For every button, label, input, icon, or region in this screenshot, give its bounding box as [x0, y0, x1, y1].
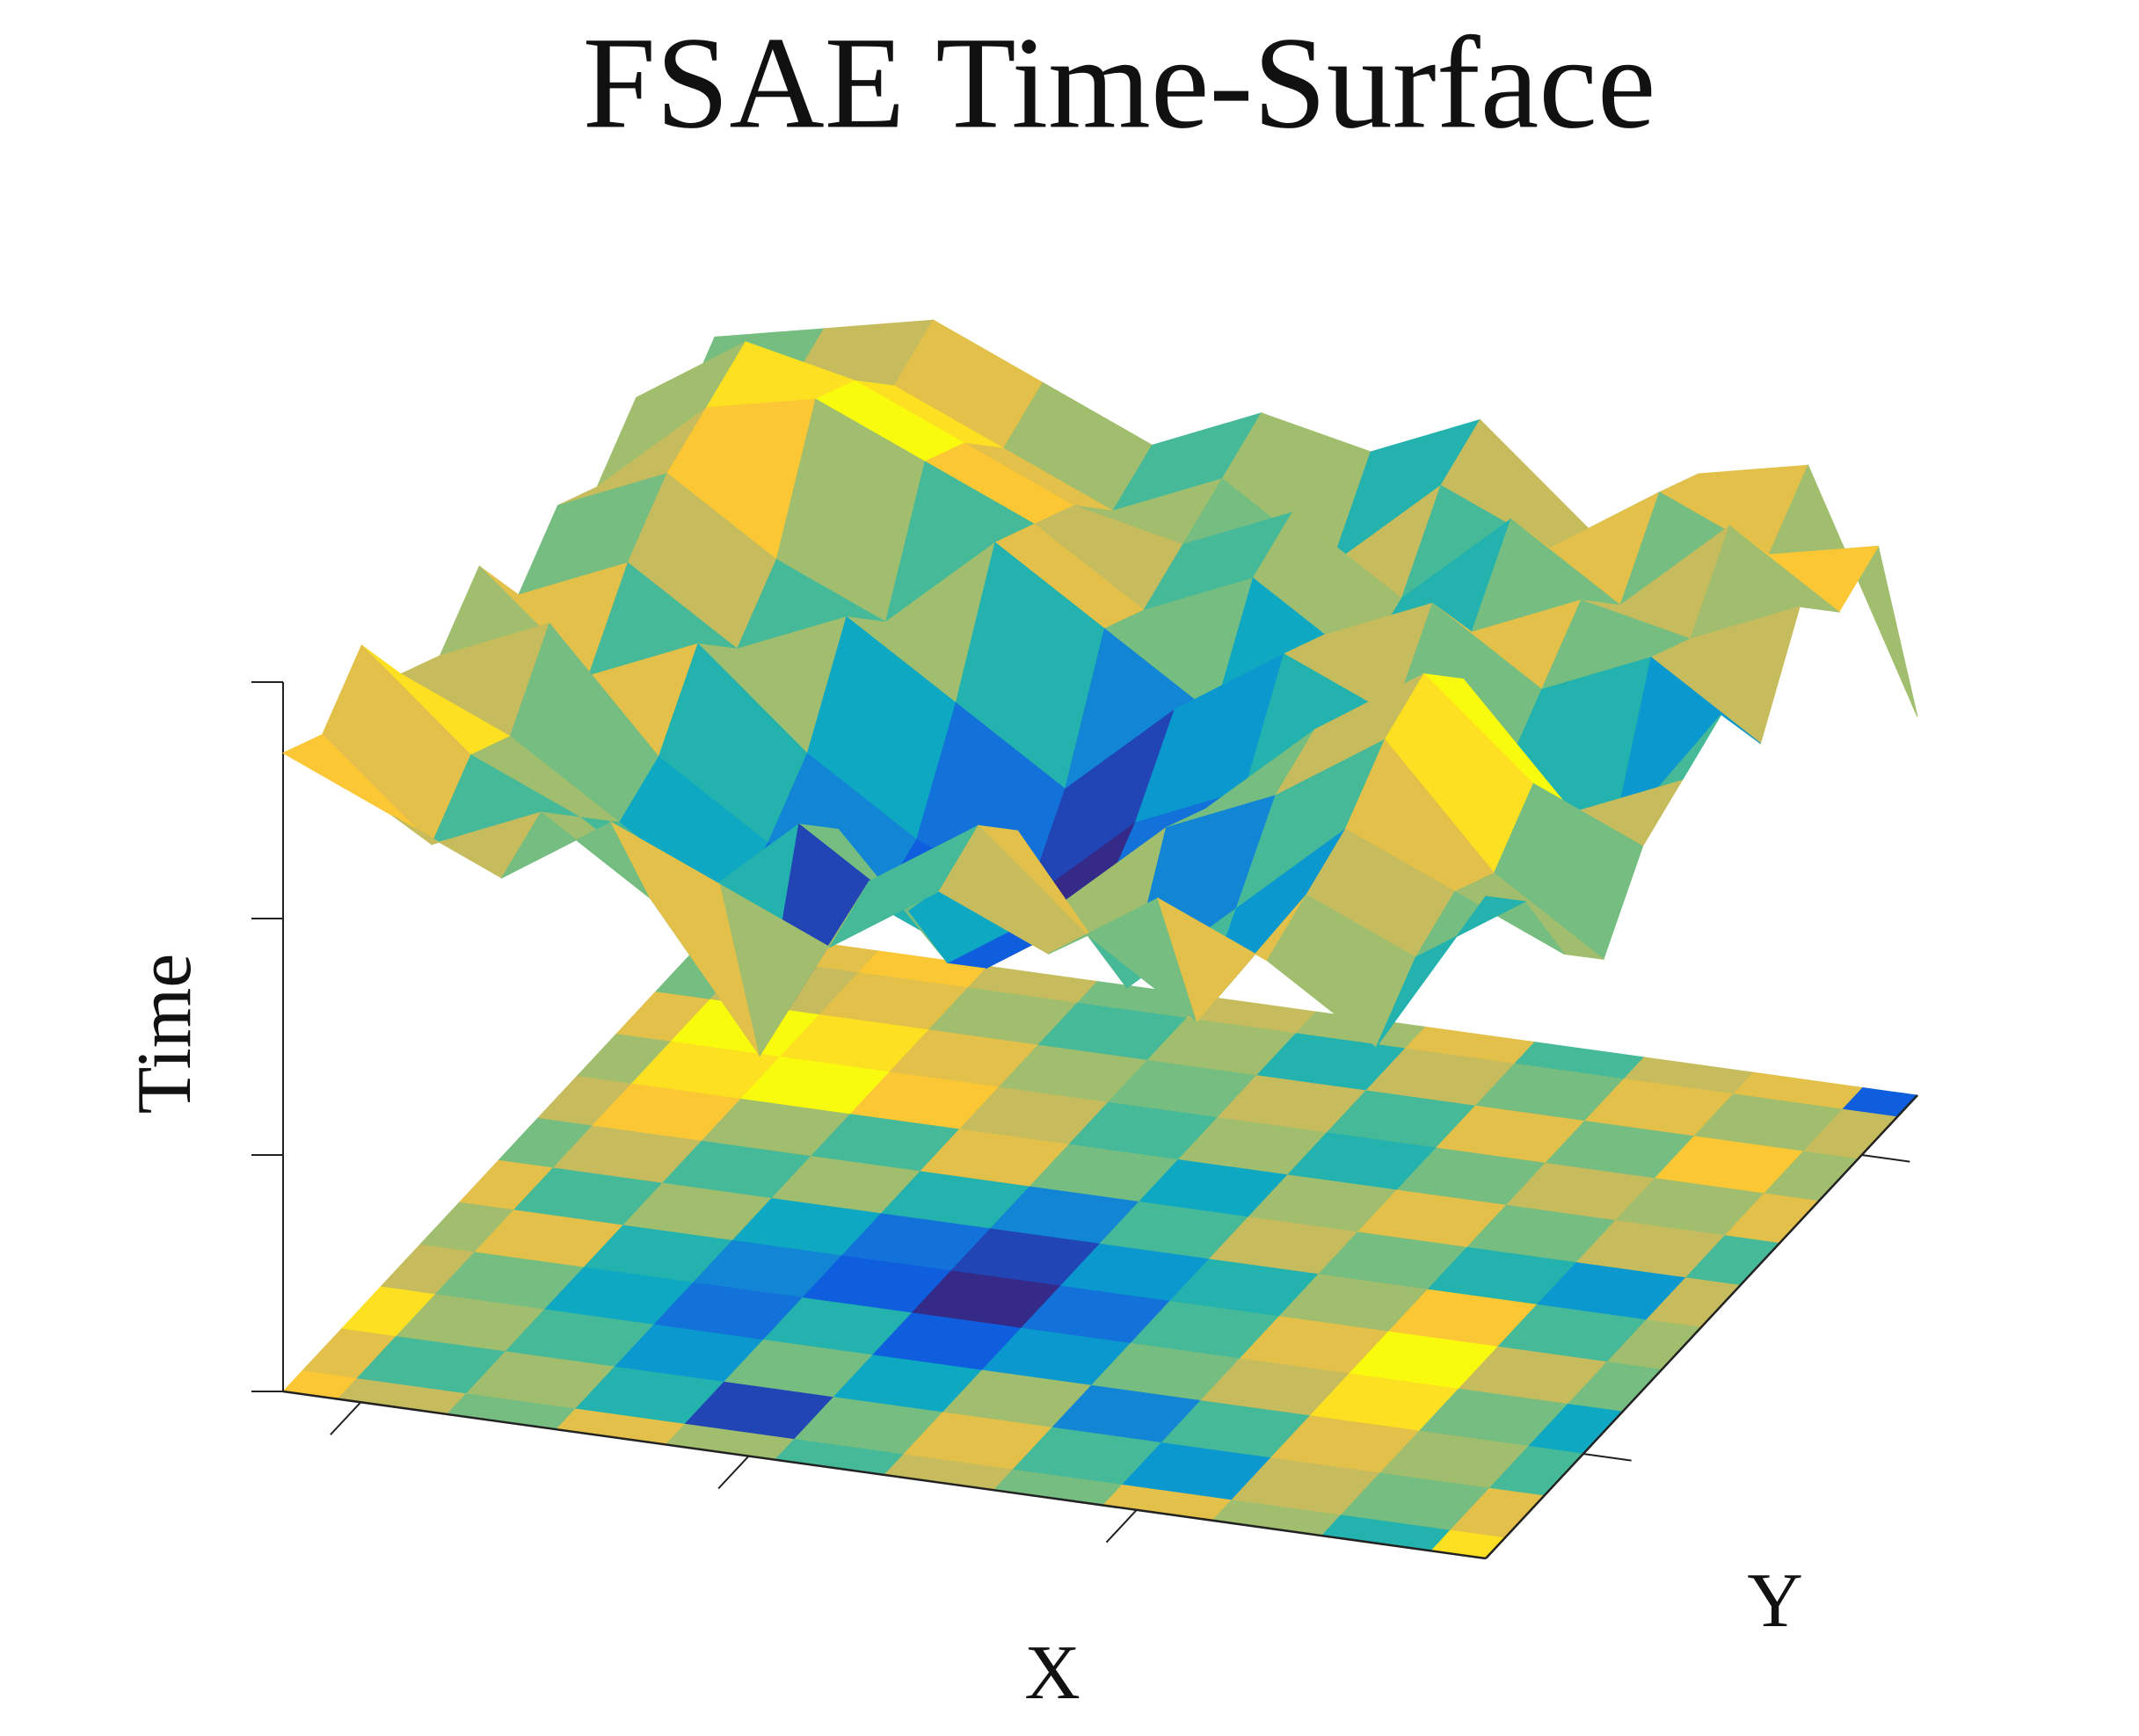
x-axis-line — [282, 1390, 1487, 1560]
y-tick — [1582, 1453, 1632, 1462]
x-axis-label: X — [1024, 1631, 1080, 1716]
y-axis-label: Y — [1747, 1558, 1803, 1644]
axes — [251, 681, 1918, 1560]
surface-face — [1376, 896, 1527, 1048]
z-axis-label: Time — [122, 954, 207, 1115]
x-tick — [1105, 1509, 1138, 1544]
y-axis-line — [1485, 1094, 1918, 1559]
y-tick — [1861, 1154, 1910, 1163]
x-tick — [717, 1455, 750, 1490]
chart-title: FSAE Time-Surface — [583, 10, 1656, 156]
floor — [282, 927, 1918, 1559]
x-tick — [330, 1401, 361, 1435]
surface — [281, 319, 1918, 1057]
